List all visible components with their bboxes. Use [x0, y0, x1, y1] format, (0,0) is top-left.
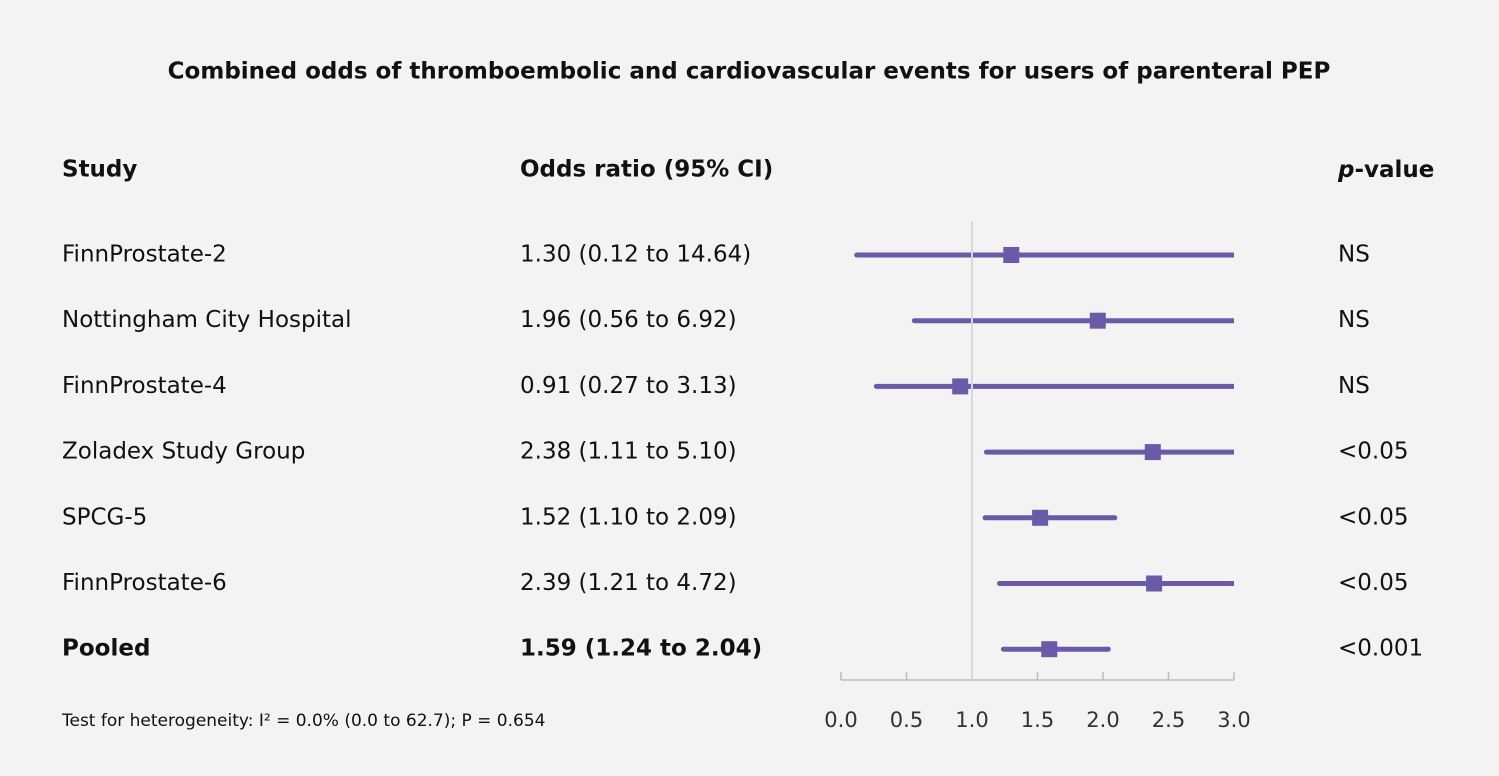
x-tick-label: 1.0: [955, 708, 988, 732]
column-header: p-value: [1337, 157, 1434, 183]
odds-ratio-marker: [952, 378, 969, 395]
x-tick-label: 3.0: [1217, 708, 1250, 732]
odds-ratio-marker: [1041, 641, 1058, 658]
p-value: <0.05: [1338, 570, 1408, 596]
x-tick-label: 1.5: [1021, 708, 1054, 732]
p-value: NS: [1338, 373, 1370, 399]
x-tick-label: 2.5: [1152, 708, 1185, 732]
study-label: FinnProstate-6: [62, 570, 227, 596]
odds-ratio-marker: [1146, 575, 1163, 592]
column-header: Odds ratio (95% CI): [520, 157, 773, 183]
x-tick-label: 2.0: [1086, 708, 1119, 732]
chart-title: Combined odds of thromboembolic and card…: [168, 59, 1331, 85]
footnote: Test for heterogeneity: I² = 0.0% (0.0 t…: [61, 711, 545, 731]
study-label: FinnProstate-2: [62, 242, 227, 268]
plot-area: [854, 247, 1234, 658]
study-label: Pooled: [62, 636, 150, 662]
odds-ratio-label: 2.39 (1.21 to 4.72): [520, 570, 737, 596]
odds-ratio-marker: [1144, 444, 1161, 461]
column-header: Study: [62, 157, 137, 183]
odds-ratio-label: 1.30 (0.12 to 14.64): [520, 242, 751, 268]
p-value: <0.05: [1338, 504, 1408, 530]
study-label: FinnProstate-4: [62, 373, 227, 399]
p-value: NS: [1338, 242, 1370, 268]
p-value: <0.001: [1338, 636, 1423, 662]
p-value: <0.05: [1338, 439, 1408, 465]
odds-ratio-marker: [1089, 312, 1106, 329]
study-label: Nottingham City Hospital: [62, 307, 352, 333]
odds-ratio-label: 1.59 (1.24 to 2.04): [520, 636, 762, 662]
odds-ratio-label: 0.91 (0.27 to 3.13): [520, 373, 737, 399]
study-label: SPCG-5: [62, 504, 147, 530]
odds-ratio-marker: [1032, 509, 1049, 526]
x-tick-label: 0.0: [824, 708, 857, 732]
study-label: Zoladex Study Group: [62, 439, 305, 465]
odds-ratio-label: 1.96 (0.56 to 6.92): [520, 307, 737, 333]
x-tick-label: 0.5: [890, 708, 923, 732]
odds-ratio-marker: [1003, 247, 1020, 263]
odds-ratio-label: 1.52 (1.10 to 2.09): [520, 504, 737, 530]
odds-ratio-label: 2.38 (1.11 to 5.10): [520, 439, 737, 465]
p-value: NS: [1338, 307, 1370, 333]
